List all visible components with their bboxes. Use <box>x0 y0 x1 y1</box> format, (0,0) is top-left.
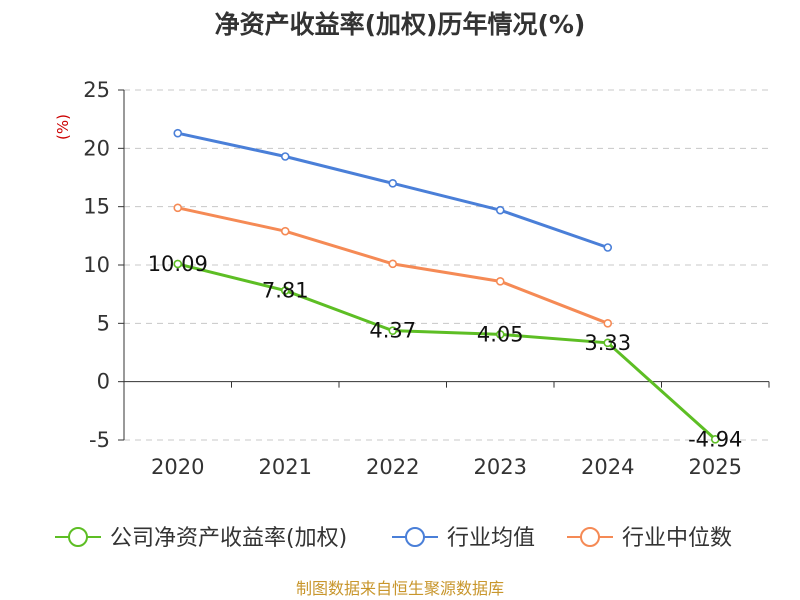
series-line-1 <box>177 131 609 249</box>
legend-label: 行业均值 <box>447 526 535 551</box>
y-tick-label: 25 <box>83 78 110 102</box>
data-point[interactable] <box>495 277 505 286</box>
y-tick-label: 5 <box>97 311 110 335</box>
data-label: 4.37 <box>369 319 416 343</box>
y-tick-label: 0 <box>97 370 110 394</box>
y-tick-label: 10 <box>83 253 110 277</box>
x-tick-label: 2021 <box>259 455 312 479</box>
x-tick-label: 2025 <box>689 455 742 479</box>
legend-marker <box>580 527 600 547</box>
y-tick-label: 15 <box>83 195 110 219</box>
data-point[interactable] <box>388 326 398 335</box>
data-point[interactable] <box>173 128 183 138</box>
legend-label: 公司净资产收益率(加权) <box>110 526 347 551</box>
data-point[interactable] <box>280 226 290 236</box>
x-tick-label: 2020 <box>151 455 204 479</box>
chart-title: 净资产收益率(加权)历年情况(%) <box>215 10 586 39</box>
data-label: -4.94 <box>688 427 742 451</box>
data-point[interactable] <box>388 259 398 269</box>
data-label: 7.81 <box>262 279 309 303</box>
legend-marker <box>405 527 425 547</box>
data-point[interactable] <box>280 152 290 161</box>
y-axis-label: (%) <box>54 114 72 140</box>
x-tick-label: 2022 <box>366 455 419 479</box>
source-note: 制图数据来自恒生聚源数据库 <box>296 579 504 598</box>
legend-label: 行业中位数 <box>622 526 732 551</box>
y-tick-label: -5 <box>89 428 110 452</box>
series-line-0 <box>177 262 717 441</box>
legend[interactable]: 公司净资产收益率(加权) 行业均值 行业中位数 <box>55 526 732 551</box>
data-point[interactable] <box>710 434 720 444</box>
data-point[interactable] <box>603 319 613 328</box>
data-label: 4.05 <box>477 322 524 346</box>
data-point[interactable] <box>173 203 183 213</box>
data-point[interactable] <box>495 205 505 215</box>
x-tick-label: 2024 <box>581 455 634 479</box>
data-point[interactable] <box>495 330 505 339</box>
legend-marker <box>68 527 88 547</box>
data-labels: 10.09 7.81 4.37 4.05 3.33 -4.94 <box>148 252 743 451</box>
data-point[interactable] <box>173 259 183 269</box>
x-tick-label: 2023 <box>474 455 527 479</box>
data-point[interactable] <box>280 286 290 295</box>
y-tick-label: 20 <box>83 136 110 160</box>
data-point[interactable] <box>603 243 613 252</box>
data-point[interactable] <box>388 179 398 188</box>
data-label: 10.09 <box>148 252 208 276</box>
data-point[interactable] <box>603 338 613 348</box>
data-label: 3.33 <box>584 331 631 355</box>
series-group <box>173 128 720 444</box>
gridlines <box>124 89 769 441</box>
